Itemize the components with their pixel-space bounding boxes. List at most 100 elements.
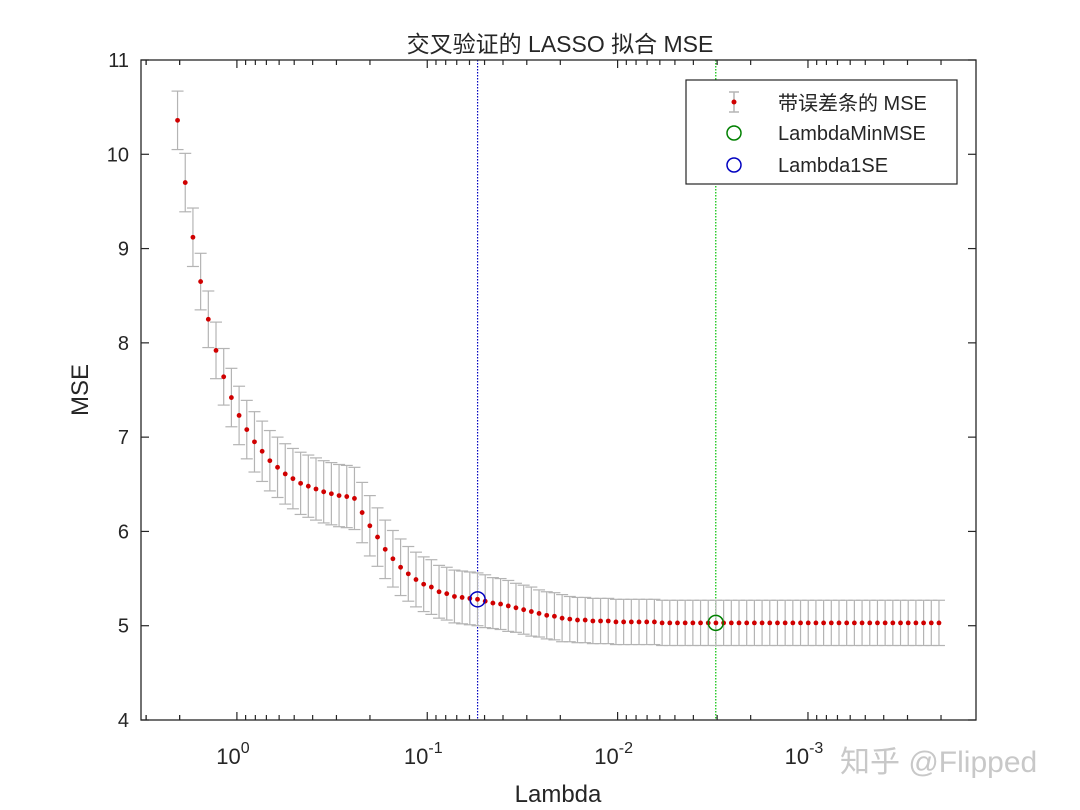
legend-label-lambda1se: Lambda1SE [778,155,888,177]
mse-point [559,615,565,621]
mse-point [851,620,857,626]
mse-point [575,617,580,623]
mse-point [598,618,603,624]
mse-point [198,279,204,284]
mse-point [444,591,450,597]
mse-point [798,620,803,626]
mse-point [790,620,796,626]
mse-point [605,618,611,624]
mse-point [359,510,365,515]
mse-point [813,620,819,626]
mse-point [882,620,888,626]
chart-title: 交叉验证的 LASSO 拟合 MSE [407,31,714,57]
mse-point [921,620,926,626]
mse-point [821,620,827,626]
y-tick-label: 5 [118,616,129,638]
mse-point [621,619,627,625]
mse-point [190,234,196,240]
mse-point [221,374,227,380]
mse-point [375,534,380,540]
x-axis-label: Lambda [515,781,602,808]
mse-point [582,617,588,623]
y-tick-label: 7 [118,427,129,449]
mse-point [290,476,296,482]
mse-point [282,471,288,477]
mse-point [321,489,327,495]
mse-point [636,619,642,625]
mse-point [528,609,534,614]
y-tick-label: 6 [118,521,129,543]
watermark: 知乎 @Flipped [840,746,1037,779]
x-tick-base: 10 [594,744,618,769]
mse-point [498,601,503,607]
mse-point [305,483,311,489]
mse-point [536,611,542,616]
x-tick-base: 10 [404,744,428,769]
mse-point [413,577,419,582]
mse-point [805,620,811,626]
mse-point [628,619,634,625]
mse-point [744,620,750,626]
mse-point [690,620,696,626]
mse-point [405,571,411,577]
mse-point [428,584,434,590]
mse-point [344,494,350,499]
mse-point [459,595,465,600]
x-tick-exponent: 0 [241,740,250,757]
mse-point [867,620,873,626]
mse-point [298,480,304,486]
mse-point [659,620,665,626]
legend-errorbar-icon [729,91,739,113]
x-tick-label: 10-3 [785,740,824,769]
mse-point [898,620,903,626]
mse-point [513,605,519,611]
y-tick-label: 8 [118,333,129,355]
y-tick-label: 4 [118,710,129,732]
mse-point [905,620,911,626]
mse-point [859,620,865,626]
mse-point [728,620,734,626]
legend-box [685,79,958,185]
plot-marks [171,60,945,720]
mse-point [490,600,496,606]
mse-point [675,620,680,626]
y-axis-label: MSE [67,364,94,416]
x-tick-exponent: -3 [809,740,823,757]
x-tick-exponent: -1 [428,740,442,757]
mse-point [452,594,457,599]
legend-label-lambdaminmse: LambdaMinMSE [778,123,926,145]
mse-point [175,117,180,123]
mse-point [336,493,342,498]
mse-point [352,496,357,501]
mse-point [244,427,250,432]
mse-point [890,620,896,626]
lambda1se-marker [469,591,486,608]
lambdaminmse-marker [707,614,725,632]
mse-point [913,620,919,626]
mse-point [398,564,403,570]
mse-point [928,620,934,626]
mse-point [182,180,188,185]
mse-point [644,619,650,625]
x-tick-base: 10 [785,744,809,769]
legend: 带误差条的 MSE LambdaMinMSE Lambda1SE [685,79,958,185]
x-tick-label: 10-1 [404,740,443,769]
mse-point [552,613,557,619]
mse-point [652,619,657,625]
mse-point [436,589,442,595]
mse-point [836,620,842,626]
mse-point [475,596,480,602]
mse-point [613,619,619,625]
legend-label-mse: 带误差条的 MSE [778,92,927,115]
mse-point [875,620,880,626]
axes-box [140,59,977,721]
mse-point [936,620,942,626]
mse-point [382,546,388,552]
mse-point [544,612,550,618]
mse-point [736,620,742,626]
mse-point [252,439,257,445]
mse-point [328,491,334,497]
mse-point [667,620,673,626]
mse-point [567,616,573,622]
